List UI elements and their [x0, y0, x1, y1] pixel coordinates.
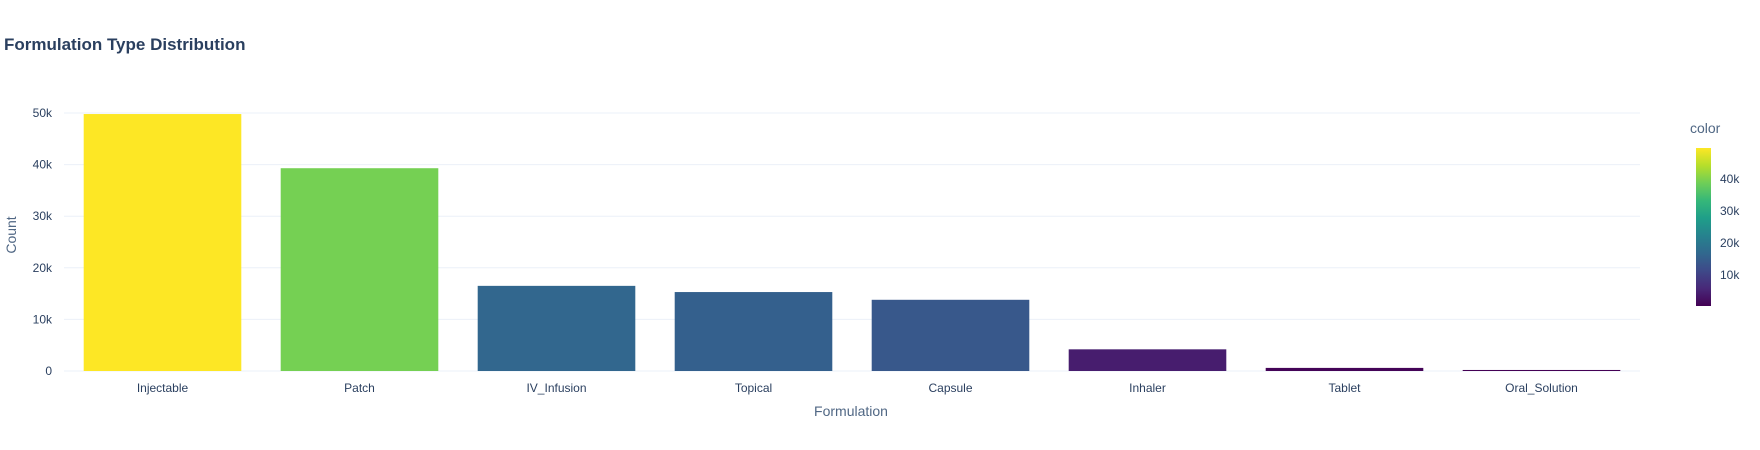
y-tick-label: 20k	[33, 261, 53, 275]
colorbar-tick-label: 40k	[1720, 172, 1740, 186]
colorbar-tick-labels: 10k 20k 30k 40k	[1720, 172, 1740, 282]
colorbar-tick-label: 20k	[1720, 236, 1740, 250]
bar-topical[interactable]	[674, 292, 833, 371]
y-tick-labels: 0 10k 20k 30k 40k 50k	[33, 106, 53, 378]
x-tick-label: Injectable	[137, 381, 189, 395]
colorbar-tick-label: 10k	[1720, 268, 1740, 282]
bar-injectable[interactable]	[83, 114, 242, 372]
colorbar-tick-label: 30k	[1720, 204, 1740, 218]
colorbar-title: color	[1690, 120, 1721, 136]
chart-title: Formulation Type Distribution	[4, 35, 245, 54]
bar-tablet[interactable]	[1265, 367, 1424, 371]
x-axis-title: Formulation	[814, 403, 888, 419]
x-tick-label: Patch	[344, 381, 375, 395]
bar-capsule[interactable]	[871, 299, 1030, 371]
bar-inhaler[interactable]	[1068, 349, 1227, 371]
y-tick-label: 0	[45, 364, 52, 378]
y-tick-label: 10k	[33, 312, 53, 326]
x-tick-label: Tablet	[1328, 381, 1361, 395]
colorbar-gradient	[1696, 148, 1711, 306]
x-tick-label: Capsule	[928, 381, 972, 395]
y-axis-title: Count	[3, 216, 19, 253]
bars	[83, 114, 1621, 372]
y-tick-label: 40k	[33, 158, 53, 172]
x-tick-labels: Injectable Patch IV_Infusion Topical Capsule…	[137, 381, 1578, 395]
x-tick-label: Topical	[735, 381, 772, 395]
y-tick-label: 30k	[33, 209, 53, 223]
x-tick-label: IV_Infusion	[526, 381, 586, 395]
y-tick-label: 50k	[33, 106, 53, 120]
bar-oral-solution[interactable]	[1462, 369, 1621, 371]
bar-patch[interactable]	[280, 168, 439, 371]
bar-iv-infusion[interactable]	[477, 285, 636, 371]
x-tick-label: Inhaler	[1129, 381, 1166, 395]
x-tick-label: Oral_Solution	[1505, 381, 1578, 395]
colorbar: color 10k 20k 30k 40k	[1690, 120, 1740, 306]
